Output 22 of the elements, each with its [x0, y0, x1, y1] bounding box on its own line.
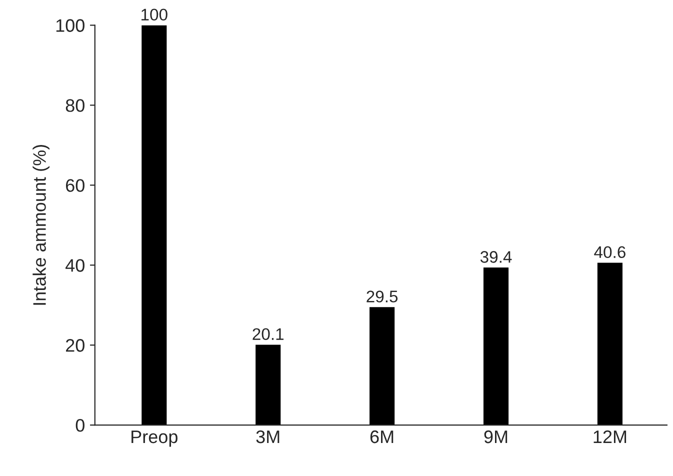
x-tick-label: 9M — [484, 430, 508, 444]
bar — [597, 262, 622, 426]
y-tick-label: 60 — [66, 179, 84, 192]
x-tick-label: Preop — [132, 430, 178, 447]
y-axis-title: Intake ammount (%) — [32, 144, 50, 305]
y-tick-label: 100 — [56, 19, 84, 32]
data-label: 20.1 — [252, 328, 284, 340]
bar — [483, 268, 509, 426]
data-label: 39.4 — [480, 251, 512, 263]
y-tick-label: 80 — [66, 99, 84, 112]
x-tick-label: 6M — [370, 430, 394, 444]
y-tick-label: 0 — [76, 419, 84, 432]
data-label: 40.6 — [594, 246, 626, 258]
x-tick-label: 12M — [594, 430, 626, 444]
y-tick-label: 20 — [66, 339, 84, 352]
bar — [256, 344, 281, 426]
x-tick-label: 3M — [256, 430, 280, 444]
bar — [142, 25, 167, 426]
data-label: 29.5 — [366, 290, 398, 302]
bar — [370, 307, 395, 426]
y-tick-label: 40 — [66, 259, 84, 272]
data-label: 100 — [142, 8, 168, 21]
